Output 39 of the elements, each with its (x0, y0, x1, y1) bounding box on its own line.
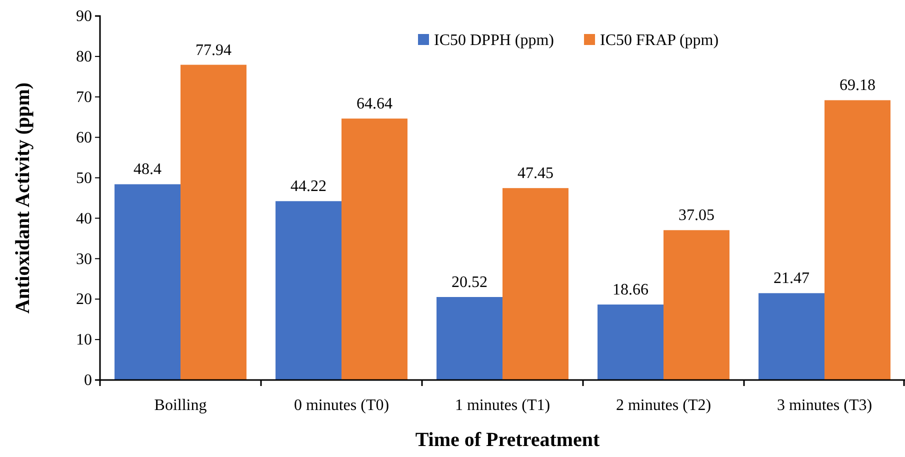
data-label: 20.52 (452, 274, 488, 292)
bar (824, 100, 890, 380)
y-tick-label: 20 (76, 291, 92, 308)
bar (180, 64, 246, 380)
x-tick-label: 0 minutes (T0) (294, 397, 390, 414)
y-tick-label: 60 (76, 129, 92, 146)
data-label: 47.45 (517, 165, 554, 182)
legend-label: IC50 FRAP (ppm) (600, 32, 719, 49)
y-tick-label: 80 (76, 48, 92, 66)
x-tick-label: 1 minutes (T1) (454, 397, 550, 414)
data-label: 64.64 (356, 96, 392, 113)
y-tick-label: 90 (76, 8, 92, 26)
bar (664, 230, 730, 380)
bar (342, 118, 408, 380)
data-label: 37.05 (678, 207, 714, 224)
data-label: 44.22 (290, 178, 327, 196)
x-axis-title: Time of Pretreatment (415, 429, 600, 451)
y-tick-label: 50 (76, 170, 92, 187)
y-tick-label: 0 (84, 372, 92, 390)
x-tick-label: 2 minutes (T2) (616, 397, 712, 414)
y-tick-label: 70 (76, 89, 92, 106)
bar (598, 304, 664, 380)
y-tick-label: 40 (76, 210, 92, 228)
data-label: 21.47 (774, 270, 810, 288)
bar (436, 297, 502, 380)
data-label: 69.18 (839, 77, 876, 94)
y-tick-label: 10 (76, 332, 92, 349)
y-axis-title: Antioxidant Activity (ppm) (12, 82, 34, 314)
bar (758, 293, 824, 380)
bar (276, 201, 342, 380)
data-label: 48.4 (134, 161, 162, 178)
x-tick-label: 3 minutes (T3) (776, 397, 872, 414)
data-label: 77.94 (195, 42, 232, 59)
y-tick-label: 30 (76, 250, 92, 268)
data-label: 18.66 (612, 282, 649, 299)
bar (114, 184, 180, 380)
bar (502, 188, 568, 380)
legend-label: IC50 DPPH (ppm) (434, 32, 554, 49)
x-tick-label: Boilling (154, 397, 207, 414)
